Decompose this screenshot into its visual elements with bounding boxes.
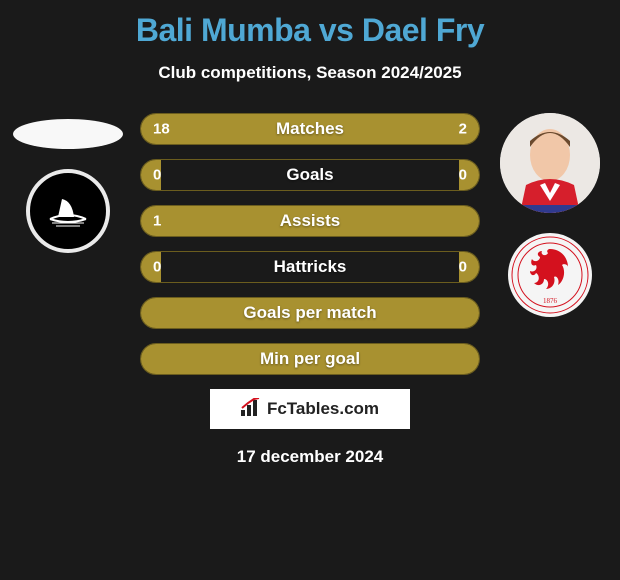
- stat-label: Goals per match: [141, 303, 479, 323]
- right-player-column: 1876: [500, 113, 600, 317]
- stat-bars: Matches182Goals00Assists1Hattricks00Goal…: [140, 113, 480, 375]
- left-club-badge: [26, 169, 110, 253]
- footer-date: 17 december 2024: [0, 447, 620, 467]
- footer-brand-badge: FcTables.com: [210, 389, 410, 429]
- stat-value-right: 0: [459, 259, 467, 276]
- stat-value-left: 0: [153, 167, 161, 184]
- left-player-column: [8, 113, 128, 253]
- right-club-badge: 1876: [508, 233, 592, 317]
- stat-row: Matches18 2: [140, 113, 480, 145]
- comparison-subtitle: Club competitions, Season 2024/2025: [0, 63, 620, 83]
- middlesbrough-badge-icon: 1876: [510, 235, 590, 315]
- stat-label: Goals: [141, 165, 479, 185]
- stat-label: Matches: [141, 119, 479, 139]
- svg-text:1876: 1876: [543, 297, 558, 305]
- footer-brand-text: FcTables.com: [267, 399, 379, 419]
- right-player-photo: [500, 113, 600, 213]
- stat-value-left: 18: [153, 121, 170, 138]
- stat-label: Hattricks: [141, 257, 479, 277]
- stat-row: Hattricks0 0: [140, 251, 480, 283]
- left-player-photo: [13, 119, 123, 149]
- stat-value-left: 1: [153, 213, 161, 230]
- player-portrait-icon: [500, 113, 600, 213]
- stat-value-right: 0: [459, 167, 467, 184]
- fctables-logo-icon: [241, 398, 263, 421]
- stat-row: Goals per match: [140, 297, 480, 329]
- stat-value-right: 2: [459, 121, 467, 138]
- stat-label: Assists: [141, 211, 479, 231]
- comparison-title: Bali Mumba vs Dael Fry: [0, 0, 620, 49]
- stat-value-left: 0: [153, 259, 161, 276]
- plymouth-badge-icon: [38, 181, 98, 241]
- stat-row: Assists1: [140, 205, 480, 237]
- comparison-body: 1876 Matches182Goals00Assists1Hattricks0…: [0, 113, 620, 375]
- stat-row: Goals0 0: [140, 159, 480, 191]
- stat-row: Min per goal: [140, 343, 480, 375]
- stat-label: Min per goal: [141, 349, 479, 369]
